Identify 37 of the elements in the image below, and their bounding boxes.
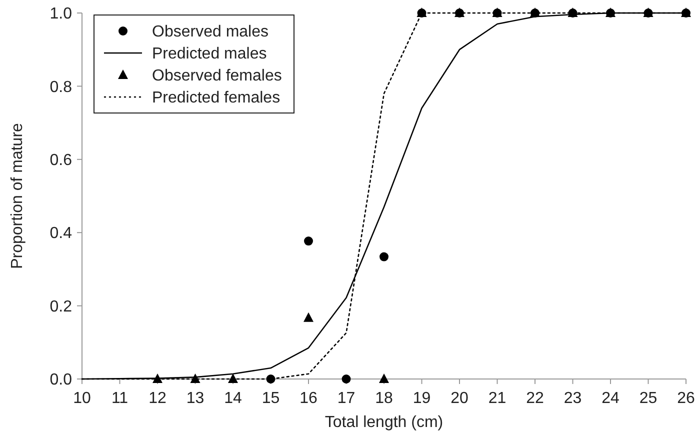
x-tick-label: 16 [300, 390, 318, 407]
legend-label: Predicted males [152, 46, 267, 63]
y-tick-label: 0.0 [50, 372, 72, 389]
x-tick-label: 13 [186, 390, 204, 407]
x-tick-label: 25 [639, 390, 658, 407]
x-tick-label: 15 [262, 390, 280, 407]
point [380, 252, 388, 262]
point [190, 374, 200, 383]
x-tick-label: 19 [412, 390, 431, 407]
point [379, 374, 389, 383]
x-tick-label: 11 [111, 390, 128, 407]
y-tick-label: 0.2 [50, 298, 72, 316]
y-axis-title: Proportion of mature [9, 122, 26, 269]
x-tick-label: 18 [375, 390, 393, 407]
x-tick-label: 23 [564, 390, 582, 407]
y-tick-label: 0.4 [50, 225, 72, 242]
x-tick-label: 24 [602, 390, 620, 407]
x-tick-label: 26 [677, 390, 695, 407]
point [304, 312, 314, 322]
point [304, 236, 313, 246]
point [152, 374, 162, 383]
legend-label: Predicted females [152, 90, 280, 107]
y-tick-label: 1.0 [50, 6, 72, 23]
x-tick-label: 21 [488, 390, 506, 407]
y-tick-label: 0.8 [50, 78, 72, 96]
x-tick-label: 12 [148, 390, 166, 407]
point [342, 374, 351, 384]
x-tick-label: 10 [73, 390, 91, 407]
y-tick-label: 0.6 [50, 152, 72, 169]
x-tick-label: 14 [224, 390, 242, 407]
x-tick-label: 20 [450, 390, 468, 407]
legend-label: Observed males [152, 24, 268, 41]
x-axis-title: Total length (cm) [324, 414, 444, 431]
x-tick-label: 22 [526, 390, 544, 407]
x-tick-label: 17 [337, 390, 356, 407]
point [228, 374, 238, 383]
legend-label: Observed females [152, 68, 282, 85]
